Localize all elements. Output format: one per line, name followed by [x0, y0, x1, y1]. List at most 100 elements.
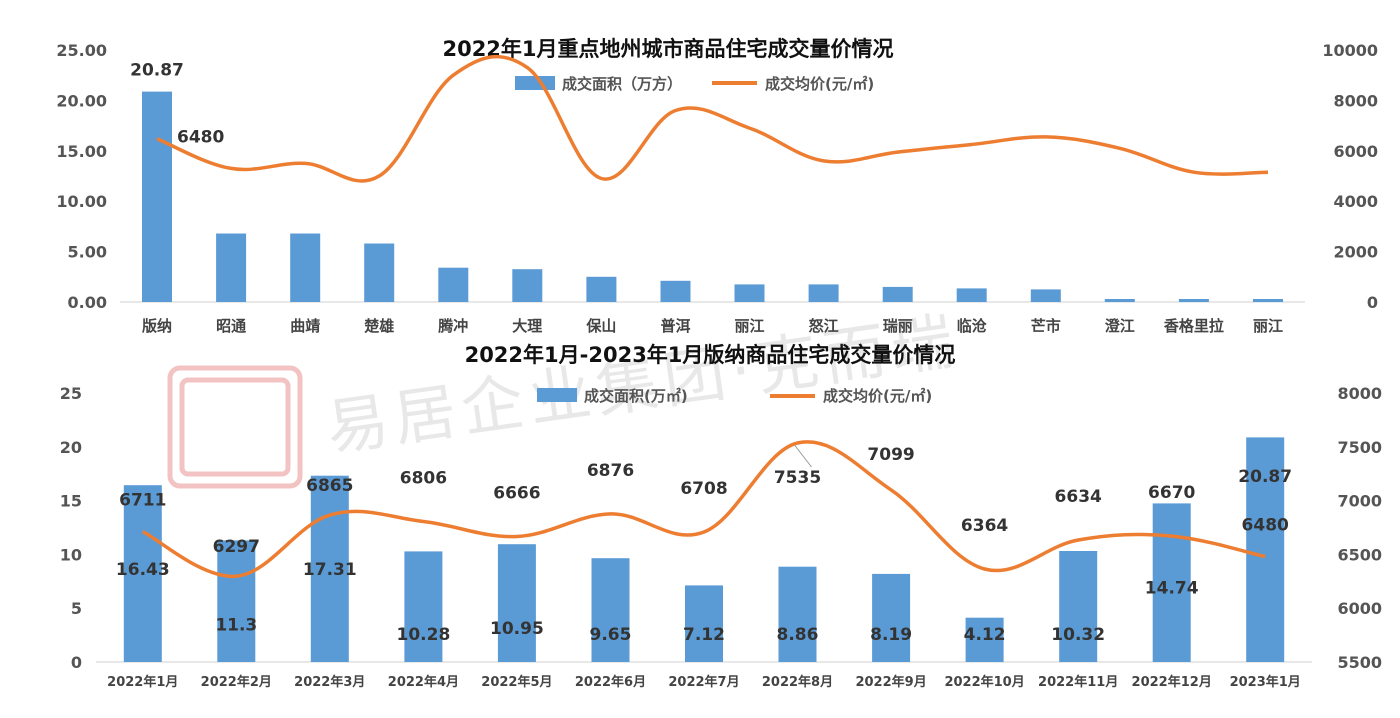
x-tick-label: 2022年10月	[944, 674, 1024, 690]
chart-1-legend-bar-swatch	[515, 76, 555, 90]
chart-2-legend: 成交面积(万㎡) 成交均价(元/㎡)	[537, 387, 932, 405]
bar	[1178, 299, 1209, 302]
y-left-tick-label: 10.00	[56, 192, 107, 211]
line-data-label: 7535	[774, 468, 821, 488]
x-tick-label: 瑞丽	[883, 317, 913, 335]
line-data-label: 6480	[1242, 516, 1289, 536]
y-right-tick-label: 10000	[1322, 41, 1378, 60]
x-tick-label: 楚雄	[364, 317, 394, 335]
bar	[956, 288, 987, 302]
y-left-tick-label: 20	[60, 438, 82, 457]
y-right-tick-label: 6000	[1333, 142, 1378, 161]
y-right-tick-label: 7500	[1337, 438, 1382, 457]
line-data-label: 6708	[680, 479, 727, 499]
x-tick-label: 丽江	[1253, 317, 1283, 335]
bar	[142, 91, 172, 302]
line-data-label: 6634	[1055, 487, 1102, 507]
bar-data-label: 10.28	[397, 625, 451, 645]
bar	[808, 284, 839, 302]
x-tick-label: 曲靖	[290, 317, 320, 335]
bar	[591, 558, 630, 662]
bar-data-label: 10.95	[490, 619, 544, 639]
x-tick-label: 怒江	[809, 317, 839, 335]
chart-1-bars	[142, 91, 1283, 302]
y-right-tick-label: 0	[1367, 293, 1378, 312]
y-left-tick-label: 25	[60, 384, 82, 403]
chart-1-y-axis-left: 0.00 5.00 10.00 15.00 20.00 25.00	[56, 41, 107, 312]
bar	[512, 269, 543, 302]
bar	[1246, 437, 1285, 662]
line-data-label: 6364	[961, 516, 1008, 536]
x-tick-label: 2022年11月	[1038, 674, 1118, 690]
chart-2-title: 2022年1月-2023年1月版纳商品住宅成交量价情况	[465, 343, 956, 367]
bar	[438, 267, 469, 302]
bar-data-label: 7.12	[683, 625, 725, 645]
bar	[290, 233, 321, 302]
bar	[216, 233, 247, 302]
bar-data-label: 14.74	[1145, 578, 1199, 598]
chart-1-data-labels: 20.87 6480	[130, 61, 224, 148]
bar-data-label: 8.86	[777, 625, 819, 645]
bar	[1152, 503, 1191, 662]
chart-2-line-labels: 6711 6297 6865 6806 6666 6876 6708 7535 7099 6364…	[119, 445, 1289, 557]
bar-data-label: 8.19	[870, 625, 912, 645]
chart-2-bar-labels: 16.43 11.3 17.31 10.28 10.95 9.65 7.12 8.86 8.19…	[116, 467, 1292, 645]
bar	[404, 551, 443, 662]
chart-1-title: 2022年1月重点地州城市商品住宅成交量价情况	[442, 37, 893, 61]
chart-2-legend-bar-label: 成交面积(万㎡)	[584, 387, 688, 405]
x-tick-label: 2022年1月	[107, 674, 178, 690]
bar	[965, 617, 1004, 662]
chart-1-x-axis: 版纳 昭通 曲靖 楚雄 腾冲 大理 保山 普洱 丽江 怒江 瑞丽 临沧 芒市 澄江 香格里拉 丽江	[142, 317, 1283, 335]
chart-1-legend: 成交面积（万方） 成交均价(元/㎡)	[515, 75, 874, 93]
x-tick-label: 版纳	[142, 317, 172, 335]
y-left-tick-label: 5.00	[68, 243, 107, 262]
chart-2-x-axis: 2022年1月 2022年2月 2022年3月 2022年4月 2022年5月 2022年…	[107, 674, 1301, 690]
line-data-label: 6876	[587, 461, 634, 481]
chart-2-legend-bar-swatch	[537, 388, 577, 402]
x-tick-label: 大理	[512, 317, 542, 335]
y-left-tick-label: 5	[71, 599, 82, 618]
y-right-tick-label: 7000	[1337, 492, 1382, 511]
y-left-tick-label: 20.00	[56, 91, 107, 110]
bar	[217, 540, 256, 662]
chart-2-y-axis-right: 5500 6000 6500 7000 7500 8000	[1337, 384, 1382, 672]
x-tick-label: 2023年1月	[1230, 674, 1301, 690]
x-tick-label: 2022年4月	[388, 674, 459, 690]
x-tick-label: 2022年7月	[668, 674, 739, 690]
x-tick-label: 丽江	[734, 317, 764, 335]
bar	[660, 280, 691, 302]
y-left-tick-label: 25.00	[56, 41, 107, 60]
y-right-tick-label: 5500	[1337, 653, 1382, 672]
x-tick-label: 2022年3月	[294, 674, 365, 690]
bar-data-label: 4.12	[964, 625, 1006, 645]
chart-1-price-line	[156, 54, 1269, 183]
bar-data-label: 17.31	[303, 560, 357, 580]
y-right-tick-label: 2000	[1333, 243, 1378, 262]
x-tick-label: 芒市	[1031, 317, 1061, 335]
y-left-tick-label: 15	[60, 492, 82, 511]
bar	[586, 276, 617, 302]
line-data-label: 6670	[1148, 483, 1195, 503]
bar-data-label: 10.32	[1051, 625, 1105, 645]
chart-2-leader-line	[794, 444, 812, 468]
bar	[364, 243, 395, 302]
x-tick-label: 澄江	[1105, 317, 1135, 335]
y-right-tick-label: 4000	[1333, 192, 1378, 211]
x-tick-label: 2022年6月	[575, 674, 646, 690]
chart-2-legend-line-label: 成交均价(元/㎡)	[823, 387, 932, 405]
line-data-label: 6666	[493, 484, 540, 504]
bar-data-label: 20.87	[130, 61, 184, 81]
chart-1-y-axis-right: 0 2000 4000 6000 8000 10000	[1322, 41, 1378, 312]
chart-1-legend-bar-label: 成交面积（万方）	[562, 75, 682, 93]
bar	[734, 284, 765, 302]
x-tick-label: 香格里拉	[1164, 317, 1224, 335]
bar-data-label: 11.3	[215, 615, 257, 635]
x-tick-label: 保山	[585, 317, 616, 335]
line-data-label: 7099	[867, 445, 914, 465]
bar	[1104, 299, 1135, 302]
bar	[1059, 551, 1098, 662]
watermark-seal-inner-icon	[179, 377, 291, 477]
chart-1-legend-line-label: 成交均价(元/㎡)	[765, 75, 874, 93]
chart-2-bars	[123, 437, 1285, 662]
